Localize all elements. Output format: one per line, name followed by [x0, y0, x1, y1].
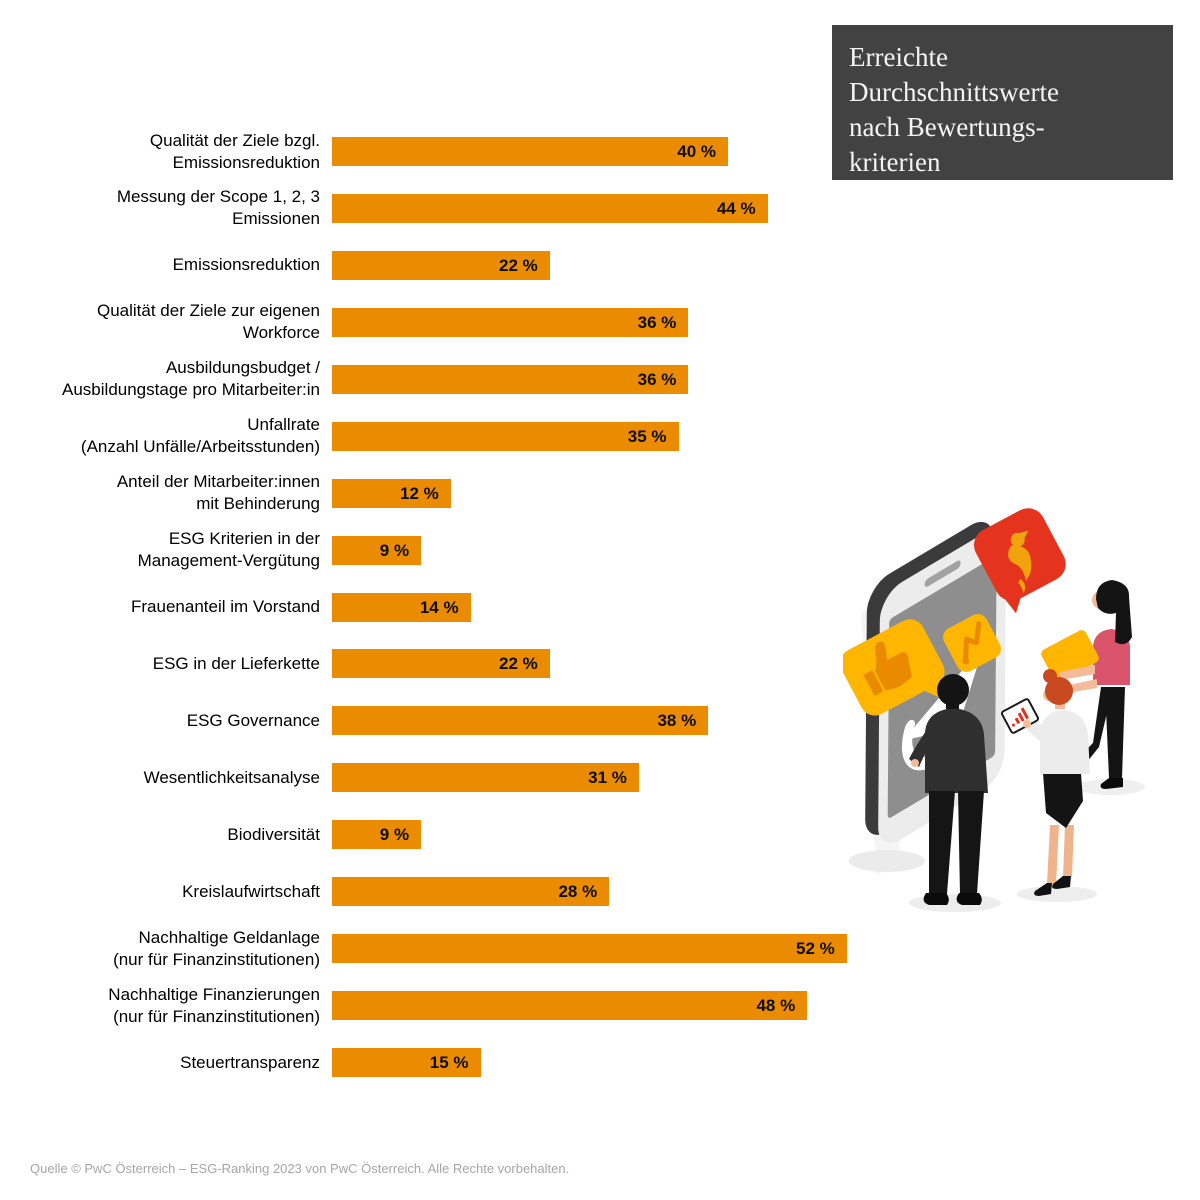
bird-message-bubble-icon	[974, 508, 1066, 614]
skirt	[1043, 773, 1083, 828]
value-label: 14 %	[419, 597, 459, 617]
illustration-people-smartphone	[843, 508, 1145, 912]
bar: 22 %	[332, 250, 550, 280]
ground-shadow	[909, 894, 1001, 912]
category-label: Messung der Scope 1, 2, 3 Emissionen	[116, 187, 320, 229]
trend-zigzag-tile-icon	[943, 614, 1001, 672]
value-label: 52 %	[796, 939, 835, 959]
category-label: ESG in der Lieferkette	[152, 653, 320, 673]
category-label: Frauenanteil im Vorstand	[131, 597, 320, 617]
title-line: nach Bewertungs-	[849, 112, 1045, 142]
value-label: 44 %	[716, 198, 756, 218]
arms	[1059, 665, 1097, 693]
value-label: 48 %	[756, 996, 796, 1016]
value-label: 38 %	[657, 711, 697, 731]
category-label: Qualität der Ziele bzgl. Emissionsredukti…	[149, 130, 320, 172]
category-label: Steuertransparenz	[180, 1052, 320, 1072]
title-line: Erreichte	[849, 42, 948, 72]
bar: 48 %	[332, 991, 808, 1021]
category-label: Nachhaltige Geldanlage (nur für Finanzins…	[113, 927, 320, 969]
bar: 9 %	[332, 535, 422, 565]
bar: 22 %	[332, 649, 550, 679]
category-label: Anteil der Mitarbeiter:innen mit Behinder…	[116, 472, 320, 514]
category-label: Ausbildungsbudget / Ausbildungstage pro M…	[62, 358, 320, 400]
category-label: Wesentlichkeitsanalyse	[143, 767, 320, 787]
category-label: Qualität der Ziele zur eigenen Workforce	[96, 301, 320, 343]
bar: 40 %	[332, 137, 728, 166]
woman-tablet-figure	[1001, 669, 1090, 896]
source-note: Quelle © PwC Österreich – ESG-Ranking 20…	[30, 1161, 570, 1176]
chart-title: Erreichte Durchschnittswerte nach Bewert…	[832, 25, 1173, 180]
value-label: 35 %	[627, 426, 667, 446]
bar: 44 %	[332, 193, 768, 223]
value-label: 22 %	[499, 654, 538, 674]
value-label: 9 %	[379, 540, 410, 560]
value-label: 22 %	[499, 255, 538, 275]
category-label: Biodiversität	[227, 824, 320, 844]
speaker-slot-icon	[924, 560, 961, 587]
category-label: ESG Governance	[186, 710, 320, 730]
value-label: 9 %	[379, 825, 410, 845]
ground-shadow	[849, 850, 925, 872]
value-label: 28 %	[558, 882, 598, 902]
title-line: kriterien	[849, 147, 941, 177]
bar: 15 %	[332, 1048, 481, 1078]
bar: 31 %	[332, 763, 639, 793]
hair	[1045, 677, 1073, 705]
value-label: 31 %	[588, 768, 627, 788]
blouse	[1040, 710, 1090, 774]
bar: 36 %	[332, 364, 689, 394]
bar: 36 %	[332, 307, 689, 337]
bar: 28 %	[332, 877, 610, 907]
woman-folder-figure	[1066, 580, 1132, 789]
hair	[1096, 580, 1132, 645]
thumbs-up-bubble-icon	[843, 619, 945, 716]
bar: 12 %	[332, 478, 451, 508]
category-label: Kreislaufwirtschaft	[182, 881, 320, 901]
title-line: Durchschnittswerte	[849, 77, 1059, 107]
value-label: 15 %	[429, 1053, 469, 1073]
bar: 9 %	[332, 820, 422, 850]
category-label: ESG Kriterien in der Management-Vergütung	[137, 529, 320, 571]
category-label: Nachhaltige Finanzierungen (nur für Finan…	[108, 984, 320, 1026]
bar: 14 %	[332, 592, 471, 622]
value-label: 12 %	[400, 483, 439, 503]
hair	[937, 674, 969, 706]
bar: 38 %	[332, 706, 709, 736]
bar: 35 %	[332, 421, 679, 451]
category-label: Emissionsreduktion	[172, 255, 320, 275]
value-label: 36 %	[637, 312, 677, 332]
value-label: 36 %	[637, 369, 677, 389]
man-figure	[909, 674, 988, 905]
bird-icon	[1008, 530, 1032, 594]
value-label: 40 %	[677, 142, 716, 161]
document-folder-icon	[1041, 630, 1099, 682]
category-label: Unfallrate (Anzahl Unfälle/Arbeitsstunden…	[80, 415, 320, 457]
suit-jacket	[925, 708, 988, 793]
bar: 52 %	[332, 934, 847, 964]
